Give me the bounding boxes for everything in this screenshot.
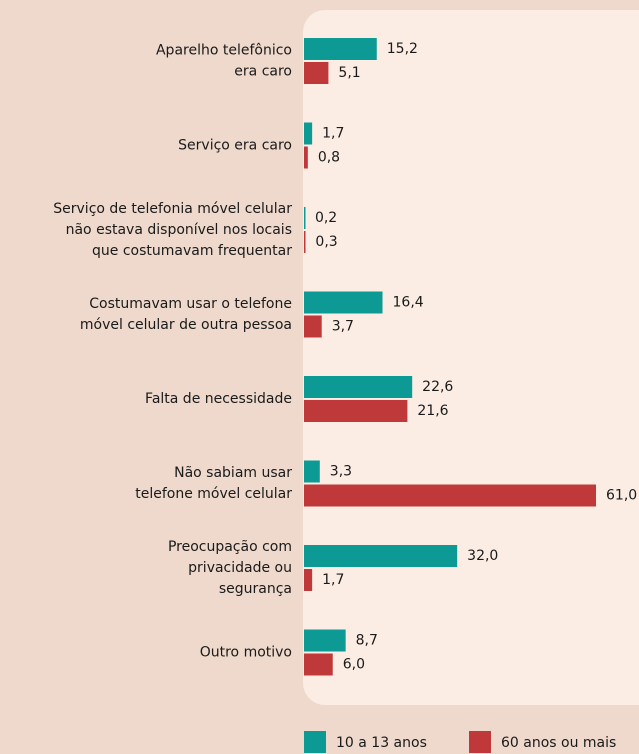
plot-area: [303, 10, 639, 705]
value-label: 61,0: [606, 488, 637, 504]
bar: [304, 400, 408, 422]
legend-label: 10 a 13 anos: [336, 735, 427, 751]
category-label: Preocupação com: [168, 539, 292, 555]
value-label: 1,7: [322, 126, 344, 142]
value-label: 1,7: [322, 572, 344, 588]
category-label: móvel celular de outra pessoa: [80, 317, 292, 333]
category-label: não estava disponível nos locais: [66, 222, 292, 238]
value-label: 8,7: [356, 633, 378, 649]
value-label: 22,6: [422, 379, 453, 395]
category-label: que costumavam frequentar: [92, 243, 292, 259]
bar: [304, 376, 413, 398]
category-label: Não sabiam usar: [174, 465, 292, 481]
value-label: 3,7: [332, 319, 354, 335]
bar: [304, 460, 320, 483]
legend-swatch: [304, 731, 326, 753]
category-label: segurança: [219, 581, 292, 597]
value-label: 0,2: [315, 210, 337, 226]
value-label: 16,4: [393, 295, 424, 311]
legend-label: 60 anos ou mais: [501, 735, 616, 751]
bar: [304, 653, 333, 676]
category-label: telefone móvel celular: [135, 486, 292, 502]
bar: [304, 629, 346, 652]
bar: [304, 545, 458, 567]
legend-swatch: [469, 731, 491, 753]
category-label: Aparelho telefônico: [156, 43, 292, 59]
category-label: Serviço de telefonia móvel celular: [53, 201, 292, 217]
bar: [304, 146, 308, 169]
bar: [304, 569, 313, 591]
bar: [304, 38, 377, 60]
value-label: 32,0: [467, 548, 498, 564]
category-label: Costumavam usar o telefone: [89, 296, 292, 312]
bar: [304, 207, 306, 229]
category-label: Falta de necessidade: [145, 391, 292, 407]
value-label: 0,3: [315, 234, 337, 250]
value-label: 15,2: [387, 41, 418, 57]
bar: [304, 231, 306, 253]
value-label: 0,8: [318, 150, 340, 166]
bar: [304, 122, 313, 145]
value-label: 6,0: [343, 657, 365, 673]
category-label: privacidade ou: [188, 560, 292, 576]
value-label: 5,1: [338, 65, 360, 81]
value-label: 21,6: [417, 403, 448, 419]
bar: [304, 291, 383, 314]
category-label: Outro motivo: [200, 645, 292, 661]
category-label: era caro: [234, 64, 292, 80]
category-label: Serviço era caro: [178, 138, 292, 154]
bar: [304, 315, 322, 338]
bar: [304, 62, 329, 84]
bar: [304, 484, 597, 507]
value-label: 3,3: [330, 464, 352, 480]
